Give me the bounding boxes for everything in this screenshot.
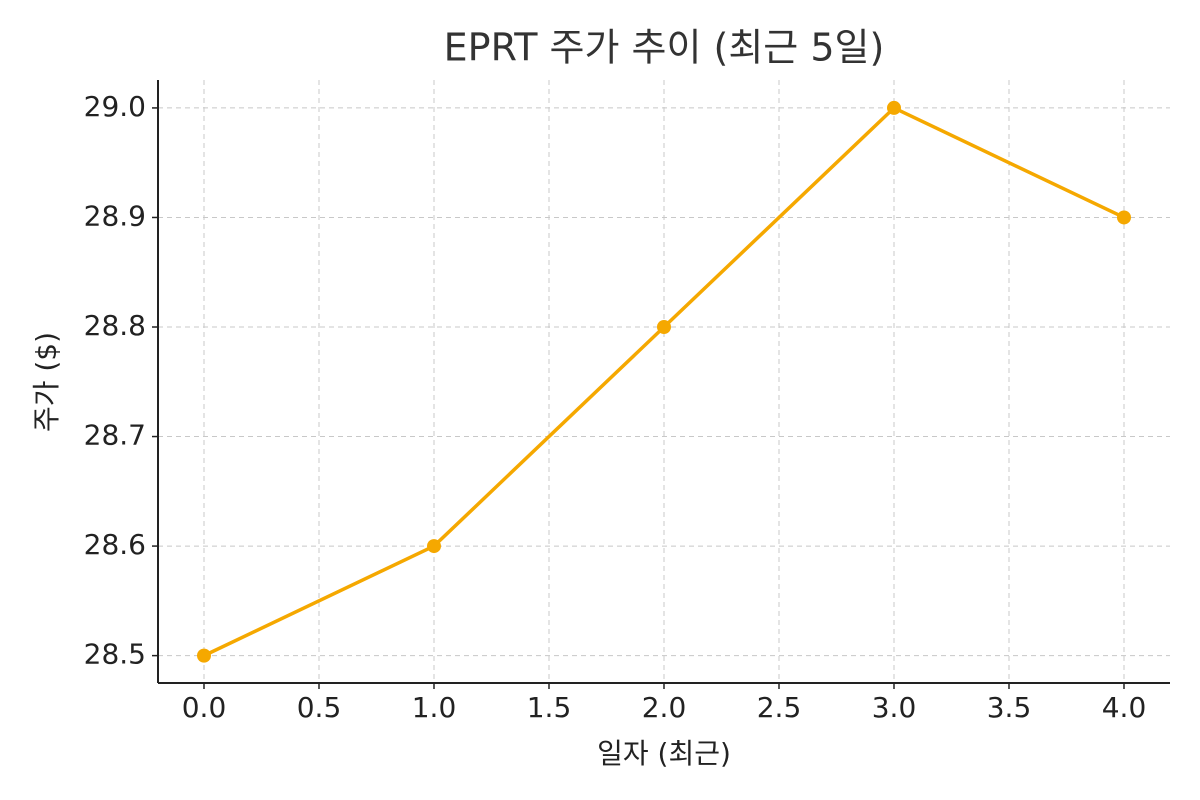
y-tick-label: 28.5 bbox=[84, 638, 146, 671]
x-tick-label: 4.0 bbox=[1102, 691, 1147, 724]
x-axis-label: 일자 (최근) bbox=[597, 737, 731, 770]
x-tick-label: 2.0 bbox=[642, 691, 687, 724]
x-tick-label: 1.5 bbox=[527, 691, 572, 724]
y-tick-label: 29.0 bbox=[84, 90, 146, 123]
data-point bbox=[657, 320, 671, 335]
y-tick-label: 28.7 bbox=[84, 419, 146, 452]
y-tick-label: 28.6 bbox=[84, 528, 146, 561]
x-tick-label: 0.0 bbox=[182, 691, 227, 724]
x-tick-label: 3.5 bbox=[987, 691, 1032, 724]
data-point bbox=[1117, 210, 1131, 225]
data-point bbox=[197, 648, 211, 663]
y-axis-label: 주가 ($) bbox=[30, 332, 63, 432]
data-point bbox=[887, 100, 901, 115]
y-tick-label: 28.8 bbox=[84, 309, 146, 342]
chart-title: EPRT 주가 추이 (최근 5일) bbox=[444, 26, 885, 70]
x-tick-label: 0.5 bbox=[297, 691, 342, 724]
x-tick-label: 3.0 bbox=[872, 691, 917, 724]
x-tick-label: 1.0 bbox=[412, 691, 457, 724]
x-tick-label: 2.5 bbox=[757, 691, 802, 724]
y-tick-label: 28.9 bbox=[84, 199, 146, 232]
data-point bbox=[427, 539, 441, 554]
